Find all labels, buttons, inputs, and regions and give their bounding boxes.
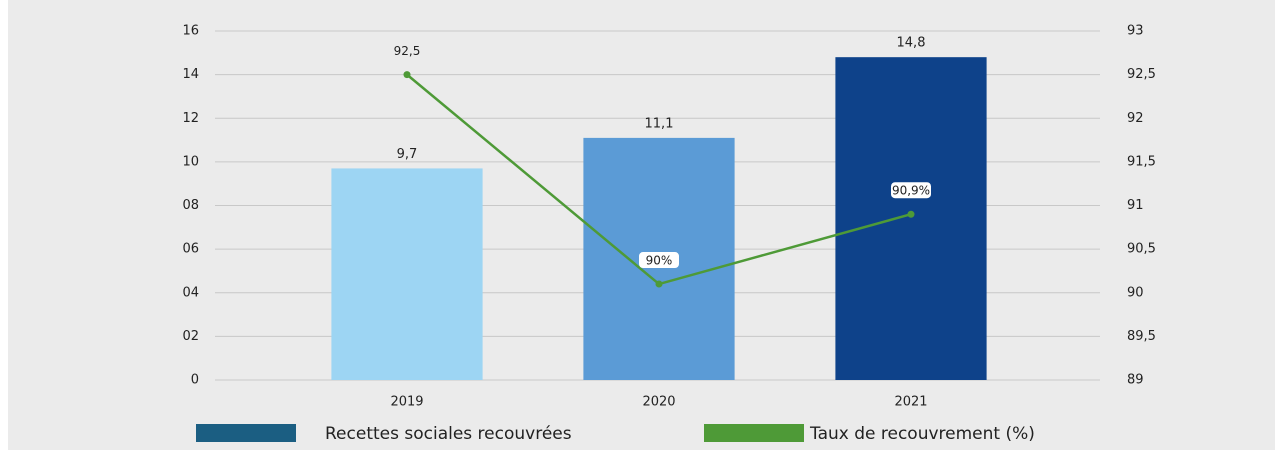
x-tick-label: 2019 [390,395,423,410]
bar [331,168,483,380]
y2-tick-label: 89,5 [1127,329,1156,344]
y-tick-label: 12 [182,111,199,126]
data-label-box [891,182,931,199]
y2-tick-label: 91 [1127,198,1144,213]
data-label-box [639,252,679,269]
line-point [655,280,663,288]
y2-tick-label: 92 [1127,111,1144,126]
legend-label: Taux de recouvrement (%) [809,424,1035,444]
data-label: 92,5 [394,44,421,58]
legend-swatch [704,424,804,442]
y-tick-label: 06 [182,242,199,257]
y-tick-label: 0 [191,373,199,388]
y2-tick-label: 91,5 [1127,154,1156,169]
y-tick-label: 10 [182,154,199,169]
legend-swatch [196,424,296,442]
y-tick-label: 04 [182,285,199,300]
bar [835,57,987,381]
data-label: 90,9% [892,184,930,198]
y-tick-label: 08 [182,198,199,213]
x-tick-label: 2021 [894,395,927,410]
y2-tick-label: 89 [1127,373,1144,388]
legend-label: Recettes sociales recouvrées [325,424,572,444]
y-tick-label: 02 [182,329,199,344]
data-label: 9,7 [397,147,418,162]
y2-tick-label: 90,5 [1127,242,1156,257]
x-tick-label: 2020 [642,395,675,410]
y2-tick-label: 90 [1127,285,1144,300]
y2-tick-label: 93 [1127,24,1144,39]
line-point [403,71,411,79]
y2-tick-label: 92,5 [1127,67,1156,82]
y-tick-label: 16 [182,24,199,39]
line-point [907,210,915,218]
data-label: 14,8 [897,36,926,51]
data-label: 90% [646,254,673,268]
y-tick-label: 14 [182,67,199,82]
data-label: 11,1 [645,116,674,131]
